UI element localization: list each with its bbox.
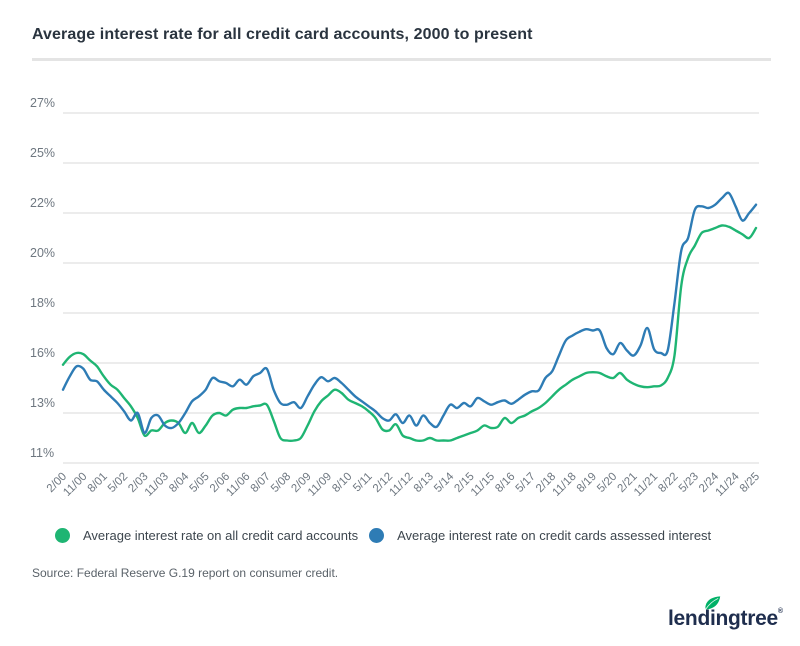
x-axis-tick-label: 8/04 [167, 470, 192, 495]
x-axis-tick-label: 8/07 [249, 471, 273, 495]
x-axis-tick-label: 11/00 [61, 471, 89, 499]
x-axis-tick-label: 8/10 [330, 471, 354, 495]
y-axis-tick-label: 11% [30, 446, 54, 460]
x-axis-tick-label: 5/23 [677, 471, 701, 495]
x-axis-tick-label: 11/15 [469, 471, 497, 499]
x-axis-tick-label: 11/24 [713, 470, 742, 499]
x-axis-tick-label: 8/25 [738, 471, 762, 495]
x-axis-tick-label: 5/05 [188, 471, 212, 495]
page-title: Average interest rate for all credit car… [32, 26, 533, 43]
x-axis-tick-label: 11/18 [550, 471, 578, 499]
y-axis-tick-label: 27% [30, 96, 55, 110]
logo-wordmark: lendingtree [668, 607, 778, 630]
x-axis-tick-label: 8/16 [493, 471, 517, 495]
y-axis-tick-label: 13% [30, 396, 55, 410]
y-axis-tick-label: 18% [30, 296, 55, 310]
y-axis-tick-label: 25% [30, 146, 55, 160]
lendingtree-logo: lendingtree® [668, 596, 784, 637]
x-axis-tick-label: 8/22 [656, 471, 680, 495]
x-axis-tick-label: 5/14 [432, 470, 457, 495]
title-divider [32, 58, 771, 61]
legend-dot-all-accounts-icon [55, 528, 70, 543]
chart-legend: Average interest rate on all credit card… [55, 528, 711, 543]
x-axis-tick-label: 11/06 [224, 471, 252, 499]
x-axis-tick-label: 8/13 [412, 471, 436, 495]
x-axis-tick-label: 5/11 [351, 471, 375, 495]
x-axis-tick-label: 8/01 [86, 471, 110, 495]
x-axis-tick-label: 5/20 [595, 471, 619, 495]
x-axis-tick-label: 5/17 [514, 471, 538, 495]
series-line-assessed-interest [61, 191, 758, 435]
source-note: Source: Federal Reserve G.19 report on c… [32, 566, 339, 580]
legend-label-assessed-interest: Average interest rate on credit cards as… [397, 528, 712, 543]
y-axis-tick-label: 22% [30, 196, 55, 210]
series-line-all-accounts [61, 224, 758, 442]
legend-dot-assessed-interest-icon [369, 528, 385, 543]
y-axis-tick-label: 20% [30, 246, 55, 260]
y-axis-tick-label: 16% [30, 346, 55, 360]
x-axis-tick-label: 5/02 [106, 471, 130, 495]
x-axis-tick-label: 11/12 [387, 471, 415, 499]
x-axis-tick-label: 5/08 [269, 471, 293, 495]
legend-label-all-accounts: Average interest rate on all credit card… [83, 528, 359, 543]
x-axis-tick-label: 11/03 [143, 471, 171, 499]
legend-item-assessed-interest: Average interest rate on credit cards as… [369, 528, 711, 543]
interest-rate-line-chart: 27%25%22%20%18%16%13%11%2/0011/008/015/0… [30, 96, 762, 499]
x-axis-tick-label: 11/09 [306, 471, 334, 499]
leaf-icon [705, 596, 721, 610]
logo-registered-mark: ® [777, 608, 784, 615]
legend-item-all-accounts: Average interest rate on all credit card… [55, 528, 358, 543]
x-axis-tick-label: 11/21 [632, 471, 660, 499]
x-axis-tick-label: 8/19 [575, 471, 599, 495]
